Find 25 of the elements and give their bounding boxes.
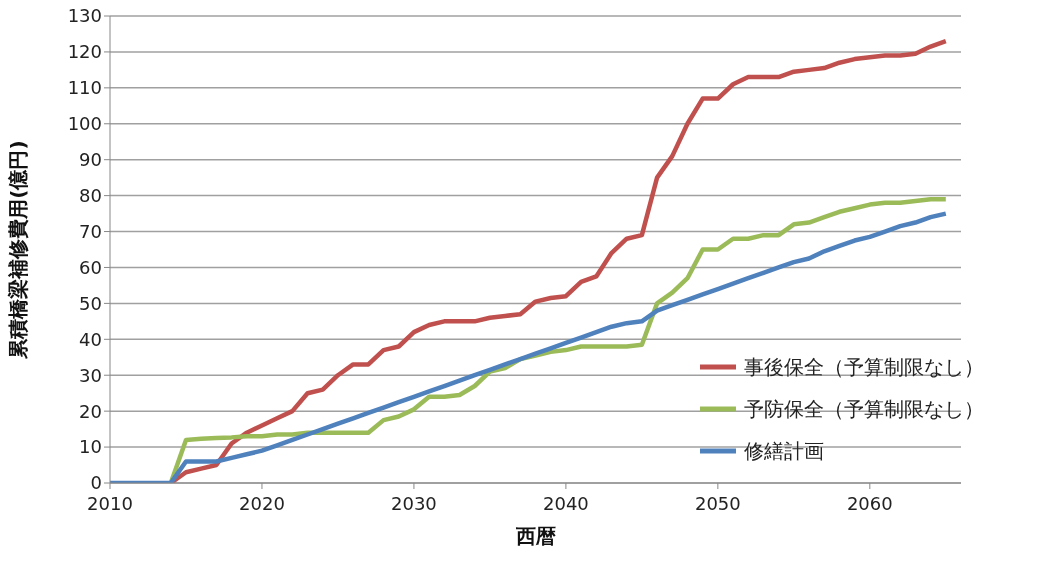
y-tick-label: 130 xyxy=(67,5,102,27)
y-tick-label: 90 xyxy=(79,149,102,171)
x-tick-label: 2060 xyxy=(846,492,893,514)
x-tick-label: 2020 xyxy=(239,492,285,514)
y-tick-label: 80 xyxy=(79,185,102,207)
legend-label: 予防保全（予算制限なし） xyxy=(744,395,984,423)
x-axis-title: 西暦 xyxy=(514,524,556,548)
y-tick-label: 110 xyxy=(67,77,102,99)
legend-label: 事後保全（予算制限なし） xyxy=(744,353,984,381)
x-tick-label: 2010 xyxy=(87,492,133,514)
x-tick-label: 2050 xyxy=(694,492,741,514)
y-tick-label: 30 xyxy=(79,364,102,386)
y-tick-label: 100 xyxy=(67,113,102,135)
y-tick-label: 50 xyxy=(79,292,102,314)
y-tick-label: 40 xyxy=(79,328,102,350)
y-tick-label: 60 xyxy=(79,256,102,278)
y-tick-label: 10 xyxy=(79,436,102,458)
y-axis-title: 累積橋梁補修費用(億円) xyxy=(6,140,31,360)
x-tick-label: 2040 xyxy=(542,492,589,514)
y-tick-label: 70 xyxy=(79,220,102,242)
y-tick-label: 0 xyxy=(90,472,102,494)
y-tick-label: 120 xyxy=(67,41,102,63)
legend-label: 修繕計画 xyxy=(744,437,824,465)
y-tick-label: 20 xyxy=(79,400,102,422)
x-tick-label: 2030 xyxy=(391,492,437,514)
